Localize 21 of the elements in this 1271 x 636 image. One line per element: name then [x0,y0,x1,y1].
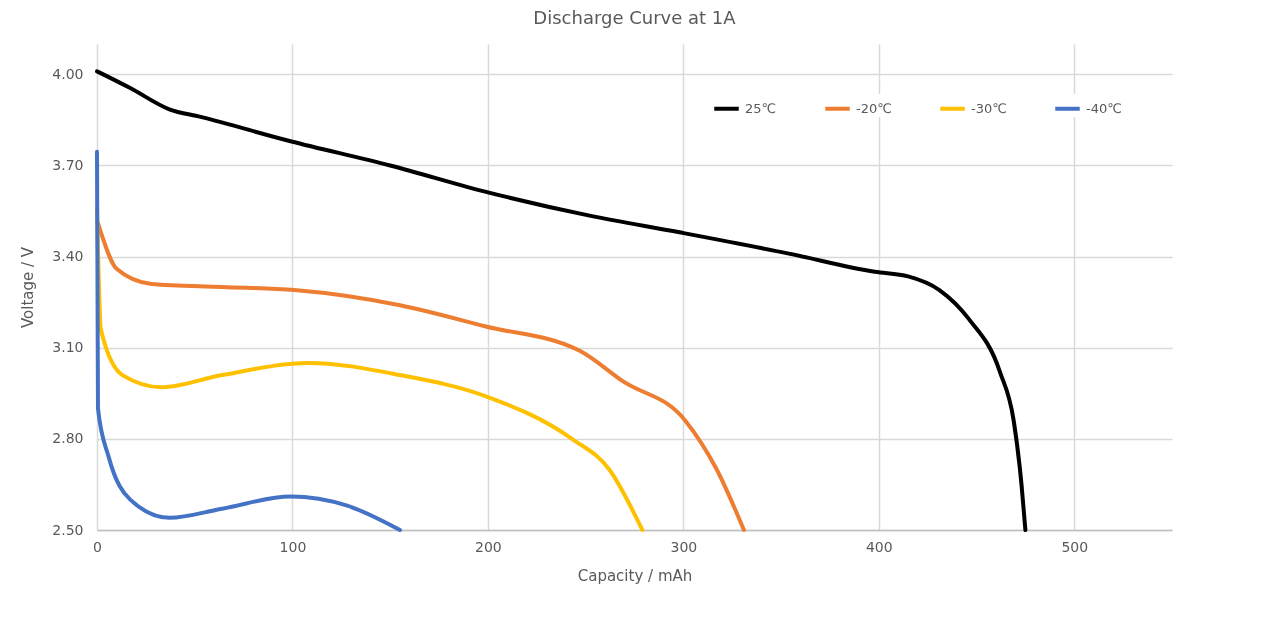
y-axis-title: Voltage / V [19,246,38,329]
x-tick-label: 400 [865,538,893,555]
x-tick-label: 0 [93,538,102,555]
y-tick-label: 2.80 [52,430,84,447]
y-tick-label: 2.50 [52,521,84,538]
x-tick-label: 100 [279,538,307,555]
x-tick-label: 500 [1061,538,1089,555]
y-tick-label: 3.70 [52,157,84,173]
line-series [95,69,1028,532]
chart-title: Discharge Curve at 1A [533,7,737,28]
legend-label: -40℃ [1086,100,1122,116]
x-tick-label: 300 [670,538,698,555]
legend-label: -30℃ [971,100,1007,116]
x-axis-title: Capacity / mAh [577,566,693,585]
legend-label: 25℃ [745,100,777,116]
y-tick-label: 3.40 [52,248,84,265]
x-tick-label: 200 [475,538,502,555]
y-tick-label: 3.10 [52,339,84,356]
legend-label: -20℃ [856,100,892,116]
y-tick-label: 4.00 [52,65,84,82]
line-series [95,149,402,532]
